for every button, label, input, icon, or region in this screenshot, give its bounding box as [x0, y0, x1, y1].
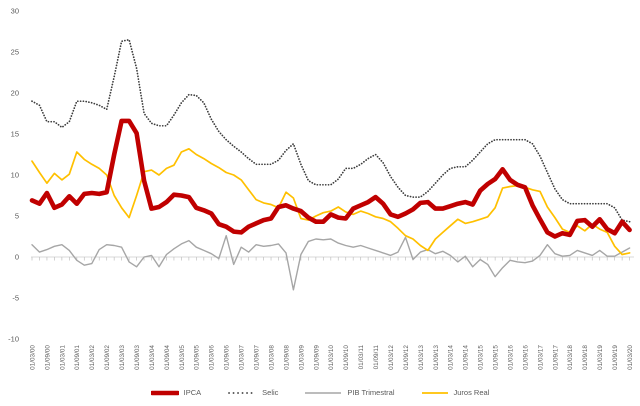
- x-tick-label: 01/03/09: [298, 345, 305, 370]
- y-tick-label: 15: [11, 130, 19, 139]
- x-tick-label: 01/09/08: [283, 345, 290, 370]
- legend-item-ipca: IPCA: [150, 388, 202, 398]
- x-tick-label: 01/09/07: [254, 345, 261, 370]
- legend-item-selic: Selic: [227, 389, 278, 397]
- x-tick-label: 01/09/17: [552, 345, 559, 370]
- chart-plot-area: 30 25 20 15 10 5 0 -5 -10 01/03/00 01/09/00 01/03/0…: [8, 7, 634, 370]
- x-tick-label: 01/09/05: [194, 345, 201, 370]
- x-tick-label: 01/09/09: [313, 345, 320, 370]
- ipca-line-swatch-icon: [150, 390, 179, 396]
- y-tick-label: 5: [15, 212, 19, 221]
- x-tick-label: 01/03/04: [149, 345, 156, 370]
- legend-label-juros-real: Juros Real: [453, 388, 490, 398]
- x-tick-label: 01/03/15: [478, 345, 485, 370]
- x-tick-label: 01/09/15: [493, 345, 500, 370]
- y-tick-label: -5: [12, 294, 19, 303]
- x-tick-label: 01/03/12: [388, 345, 395, 370]
- y-tick-label: -10: [8, 335, 19, 344]
- x-tick-label: 01/03/17: [537, 345, 544, 370]
- x-tick-label: 01/03/08: [268, 345, 275, 370]
- x-tick-label: 01/03/14: [448, 345, 455, 370]
- x-tick-label: 01/03/03: [119, 345, 126, 370]
- legend-item-pib-trimestral: PIB Trimestral: [304, 388, 395, 398]
- y-tick-label: 0: [15, 253, 19, 262]
- x-tick-label: 01/03/16: [507, 345, 514, 370]
- y-tick-label: 10: [11, 171, 19, 180]
- x-tick-label: 01/03/13: [418, 345, 425, 370]
- ipca-line: [29, 118, 632, 239]
- x-tick-label: 01/03/10: [328, 345, 335, 370]
- pib-trimestral-line: [31, 234, 631, 291]
- x-tick-label: 01/03/11: [358, 345, 365, 370]
- legend-label-ipca: IPCA: [183, 388, 202, 398]
- x-tick-label: 01/09/06: [224, 345, 231, 370]
- x-tick-label: 01/09/11: [373, 345, 380, 370]
- x-tick-label: 01/09/16: [522, 345, 529, 370]
- juros-real-line-swatch-icon: [421, 392, 448, 394]
- legend-item-juros-real: Juros Real: [421, 388, 490, 398]
- x-tick-label: 01/09/02: [104, 345, 111, 370]
- x-tick-label: 01/09/03: [134, 345, 141, 370]
- x-tick-label: 01/03/18: [567, 345, 574, 370]
- x-tick-label: 01/09/12: [403, 345, 410, 370]
- x-tick-label: 01/03/00: [29, 345, 36, 370]
- x-tick-label: 01/03/05: [179, 345, 186, 370]
- x-tick-label: 01/03/01: [59, 345, 66, 370]
- selic-dotted-swatch-icon: [228, 392, 258, 394]
- x-tick-label: 01/03/20: [627, 345, 634, 370]
- x-tick-label: 01/09/19: [612, 345, 619, 370]
- x-tick-label: 01/03/07: [239, 345, 246, 370]
- legend-label-pib-trimestral: PIB Trimestral: [347, 388, 395, 398]
- x-tick-label: 01/09/10: [343, 345, 350, 370]
- x-tick-label: 01/09/13: [433, 345, 440, 370]
- legend-label-selic: Selic: [262, 388, 279, 398]
- x-tick-label: 01/09/04: [164, 345, 171, 370]
- x-tick-label: 01/03/02: [89, 345, 96, 370]
- x-tick-label: 01/09/01: [74, 345, 81, 370]
- x-tick-label: 01/09/18: [582, 345, 589, 370]
- selic-line: [31, 38, 631, 223]
- y-tick-label: 20: [11, 89, 19, 98]
- x-tick-label: 01/03/19: [597, 345, 604, 370]
- x-tick-label: 01/03/06: [209, 345, 216, 370]
- chart-legend: IPCA Selic PIB Trimestral Juros Real: [0, 385, 640, 401]
- x-tick-label: 01/09/14: [463, 345, 470, 370]
- juros-real-line: [31, 147, 631, 256]
- pib-line-swatch-icon: [305, 392, 342, 394]
- y-tick-label: 25: [11, 48, 19, 57]
- x-tick-label: 01/09/00: [44, 345, 51, 370]
- y-tick-label: 30: [11, 7, 19, 16]
